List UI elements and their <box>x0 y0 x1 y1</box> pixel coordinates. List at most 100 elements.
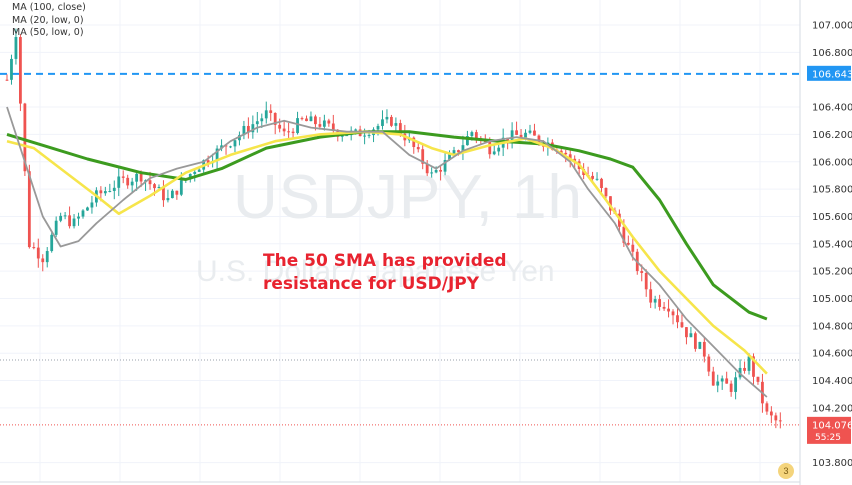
chart-annotation: The 50 SMA has provided resistance for U… <box>263 250 507 296</box>
candle-body-97 <box>439 169 442 172</box>
candle-body-38 <box>175 190 179 195</box>
candle-body-119 <box>537 135 541 143</box>
candle-body-66 <box>300 118 304 120</box>
candle-body-24 <box>112 187 116 191</box>
candle-body-14 <box>68 215 71 227</box>
candle-165 <box>743 361 746 374</box>
candle-body-50 <box>229 146 232 148</box>
notification-badge-icon[interactable]: 3 <box>778 463 794 479</box>
annotation-line-2: resistance for USD/JPY <box>263 274 480 294</box>
candle-body-0 <box>5 79 9 81</box>
price-tick-label-9: 105.000 <box>812 294 852 305</box>
candle-160 <box>720 375 724 390</box>
ma-line-0 <box>6 130 768 321</box>
price-labels: 106.643 104.076 55:25 <box>807 65 852 444</box>
candle-body-25 <box>117 176 121 188</box>
candle-62 <box>282 121 286 137</box>
price-levels <box>0 72 800 426</box>
candle-body-65 <box>296 118 299 134</box>
candle-body-117 <box>528 130 532 133</box>
candle-body-62 <box>282 128 286 132</box>
candle-body-45 <box>206 160 210 164</box>
candle-153 <box>689 327 693 338</box>
candle-body-168 <box>756 376 760 382</box>
candle-body-60 <box>273 112 277 125</box>
candle-2 <box>14 28 18 65</box>
level-label-bg <box>807 65 851 81</box>
candle-body-156 <box>702 341 706 357</box>
last-price-label-bg <box>807 416 851 444</box>
candle-body-8 <box>41 258 45 263</box>
candle-13 <box>63 212 67 220</box>
candle-23 <box>108 183 112 193</box>
candle-body-115 <box>519 134 523 138</box>
candle-body-81 <box>367 135 371 137</box>
candle-body-16 <box>77 216 80 219</box>
candle-97 <box>439 166 442 181</box>
price-tick-label-4: 106.000 <box>812 157 852 168</box>
candle-body-140 <box>631 244 635 252</box>
candle-body-13 <box>63 215 67 217</box>
candle-117 <box>528 124 532 135</box>
candle-body-27 <box>126 177 130 186</box>
candle-body-11 <box>54 220 58 235</box>
candle-body-134 <box>604 188 608 197</box>
candle-body-57 <box>260 118 264 122</box>
candle-body-94 <box>425 163 429 174</box>
legend-item-ma20[interactable]: MA (20, low, 0) <box>12 14 84 26</box>
candle-body-6 <box>32 247 36 249</box>
candle-16 <box>77 212 80 226</box>
candle-body-41 <box>188 173 192 180</box>
candle-64 <box>291 128 295 138</box>
candle-114 <box>515 121 518 136</box>
legend-item-ma100[interactable]: MA (100, close) <box>12 2 86 13</box>
candle-54 <box>246 117 250 139</box>
price-tick-label-5: 105.800 <box>812 185 852 196</box>
candle-body-22 <box>103 191 107 194</box>
candle-147 <box>662 301 666 311</box>
candle-body-110 <box>497 147 501 152</box>
candle-105 <box>474 129 478 144</box>
candle-50 <box>229 145 232 149</box>
candle-body-153 <box>689 333 693 338</box>
candle-157 <box>707 354 711 377</box>
legend-item-ma50[interactable]: MA (50, low, 0) <box>12 27 84 38</box>
candle-112 <box>506 137 510 150</box>
candle-86 <box>390 114 393 128</box>
price-tick-label-10: 104.800 <box>812 321 852 332</box>
candle-body-96 <box>434 169 438 173</box>
candle-body-166 <box>747 356 751 371</box>
candle-95 <box>430 167 434 179</box>
candle-10 <box>50 232 54 253</box>
candle-body-171 <box>769 411 773 416</box>
candle-body-2 <box>14 37 18 59</box>
candle-3 <box>19 34 22 112</box>
candle-body-30 <box>139 173 143 182</box>
candle-body-12 <box>59 215 63 221</box>
price-axis[interactable]: 107.000 106.800 106.400 106.200 106.000 105.8… <box>812 21 852 470</box>
candle-body-113 <box>510 130 514 142</box>
candle-body-167 <box>752 356 755 377</box>
candle-body-127 <box>573 158 577 162</box>
candle-143 <box>644 269 648 297</box>
candle-body-3 <box>19 37 22 104</box>
candle-115 <box>519 129 523 139</box>
candle-133 <box>600 177 603 193</box>
candle-168 <box>756 376 760 385</box>
candle-96 <box>434 166 438 174</box>
candle-body-53 <box>242 125 246 136</box>
candle-body-59 <box>269 110 273 113</box>
candle-body-138 <box>622 226 626 243</box>
candle-146 <box>658 294 662 311</box>
candle-18 <box>86 206 89 211</box>
candle-6 <box>32 242 36 250</box>
candle-body-29 <box>135 173 139 182</box>
candle-body-95 <box>430 172 434 174</box>
candle-25 <box>117 167 121 197</box>
candle-158 <box>711 366 715 386</box>
candle-36 <box>166 189 170 203</box>
candle-body-19 <box>90 202 94 208</box>
candle-body-173 <box>778 420 782 422</box>
